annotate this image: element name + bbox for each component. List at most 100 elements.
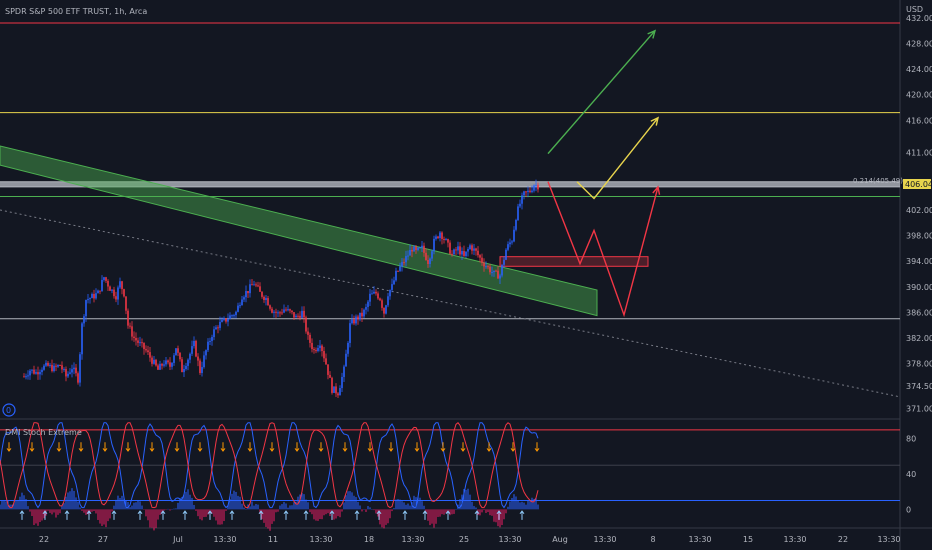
sell-signal-arrow-icon [486, 448, 492, 452]
candle-body [263, 296, 265, 300]
candle-body [463, 251, 465, 256]
candle-body [209, 340, 211, 342]
candle-body [465, 251, 467, 256]
histogram-bar [529, 501, 531, 510]
histogram-bar [17, 500, 19, 510]
candle-body [269, 305, 271, 309]
buy-signal-arrow-icon [354, 510, 360, 515]
candle-body [197, 356, 199, 361]
time-tick-label: 22 [39, 535, 49, 544]
histogram-bar [85, 509, 87, 515]
histogram-bar [359, 505, 361, 510]
histogram-bar [471, 501, 473, 510]
price-tick-label: 374.50 [906, 382, 932, 391]
candle-body [149, 352, 151, 358]
histogram-bar [183, 494, 185, 510]
histogram-bar [27, 506, 29, 510]
histogram-bar [489, 509, 491, 516]
candle-body [99, 290, 101, 292]
candle-body [375, 291, 377, 294]
histogram-bar [391, 509, 393, 512]
indicator-name: DMI Stoch Extreme [5, 428, 82, 437]
arrow-head-icon [647, 29, 657, 39]
histogram-bar [285, 503, 287, 510]
candle-body [353, 319, 355, 324]
histogram-bar [1, 500, 3, 510]
histogram-bar [167, 508, 169, 510]
histogram-bar [401, 501, 403, 510]
buy-signal-arrow-icon [303, 510, 309, 515]
candle-body [131, 326, 133, 337]
histogram-bar [387, 509, 389, 524]
buy-signal-arrow-icon [474, 510, 480, 515]
arrow-head-icon [650, 116, 660, 126]
histogram-bar [229, 498, 231, 510]
sell-signal-arrow-icon [6, 448, 12, 452]
histogram-bar [121, 495, 123, 510]
candle-body [509, 242, 511, 245]
histogram-bar [533, 498, 535, 510]
candle-body [49, 364, 51, 366]
price-tick-label: 386.00 [906, 308, 932, 317]
histogram-bar [431, 509, 433, 524]
histogram-bar [269, 509, 271, 531]
candle-body [107, 280, 109, 287]
candle-body [429, 258, 431, 264]
candle-body [127, 310, 129, 326]
candle-body [503, 259, 505, 265]
time-tick-label: 13:30 [498, 535, 521, 544]
candle-body [193, 340, 195, 347]
histogram-bar [113, 505, 115, 510]
sell-signal-arrow-icon [78, 448, 84, 452]
candle-body [473, 248, 475, 251]
histogram-bar [473, 506, 475, 510]
histogram-bar [405, 504, 407, 510]
candle-body [329, 374, 331, 378]
histogram-bar [513, 494, 515, 510]
candle-body [521, 195, 523, 204]
candle-body [63, 369, 65, 371]
candle-body [93, 293, 95, 299]
candle-body [273, 311, 275, 313]
current-price-badge: 406.04 [903, 179, 932, 189]
histogram-bar [223, 509, 225, 522]
candle-body [289, 309, 291, 311]
histogram-bar [245, 509, 247, 510]
candle-body [109, 286, 111, 291]
histogram-bar [79, 507, 81, 510]
histogram-bar [115, 499, 117, 510]
candle-body [337, 393, 339, 396]
candle-body [205, 350, 207, 356]
histogram-bar [151, 509, 153, 528]
histogram-bar [407, 503, 409, 510]
candle-body [199, 360, 201, 373]
histogram-bar [105, 509, 107, 528]
histogram-bar [443, 509, 445, 515]
time-tick-label: 13:30 [593, 535, 616, 544]
time-tick-label: 13:30 [213, 535, 236, 544]
candle-body [481, 257, 483, 263]
candle-body [221, 319, 223, 322]
candle-body [181, 359, 183, 373]
candle-body [373, 291, 375, 294]
candle-body [299, 315, 301, 318]
candle-body [55, 365, 57, 367]
candle-body [101, 279, 103, 292]
descending-channel [0, 145, 598, 317]
histogram-bar [275, 509, 277, 513]
histogram-bar [507, 506, 509, 510]
histogram-bar [213, 509, 215, 517]
candle-body [191, 346, 193, 354]
price-tick-label: 378.00 [906, 360, 932, 369]
candle-body [305, 317, 307, 332]
histogram-bar [403, 502, 405, 510]
candle-body [321, 345, 323, 352]
histogram-bar [95, 509, 97, 514]
candle-body [79, 354, 81, 383]
tv-logo-icon[interactable]: 0 [2, 403, 16, 417]
histogram-bar [5, 501, 7, 510]
histogram-bar [195, 509, 197, 511]
histogram-bar [25, 498, 27, 510]
histogram-bar [33, 509, 35, 526]
